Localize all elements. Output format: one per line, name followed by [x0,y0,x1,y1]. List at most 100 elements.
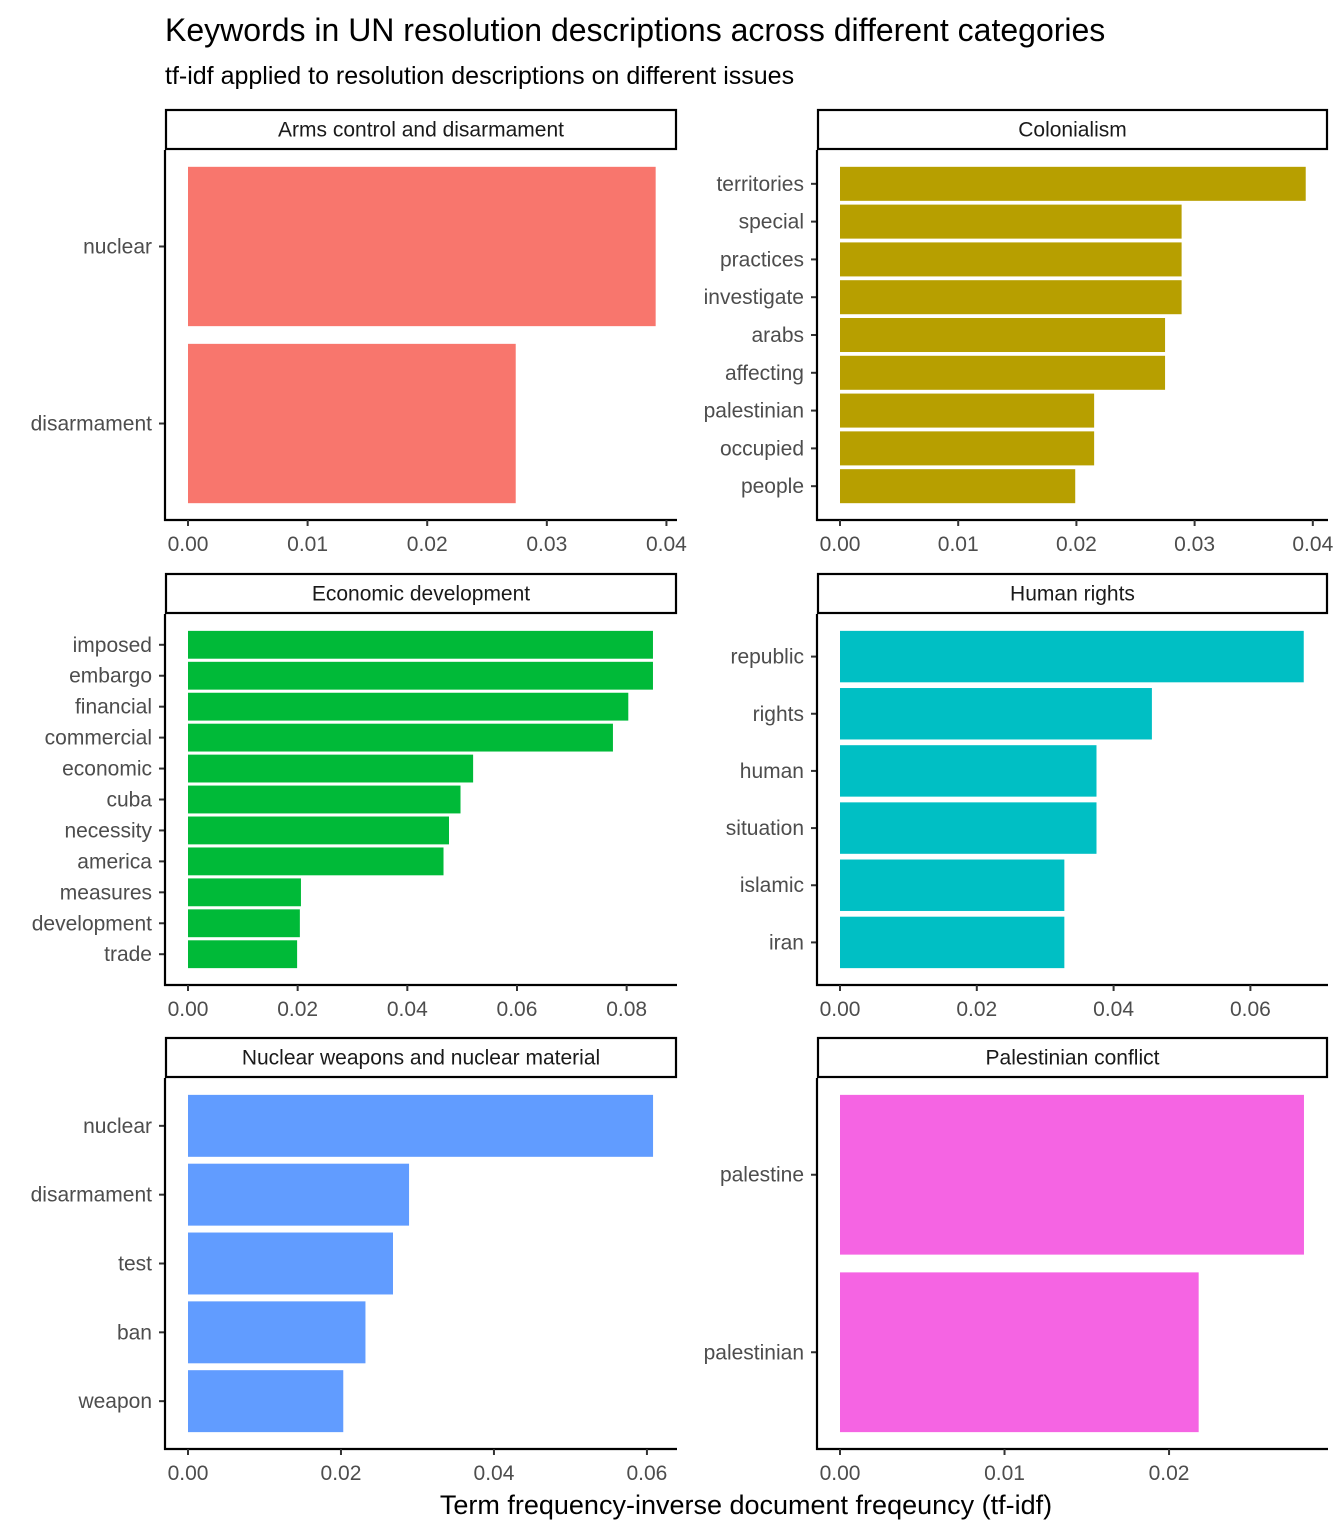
panel-colonialism: Colonialism territories special practices in… [704,108,1334,556]
bar-arabs [840,317,1166,353]
x-tick-label: 0.00 [820,1462,861,1485]
y-tick-label-development: development [32,912,152,935]
facet-strip [164,572,678,615]
bar-financial [188,692,629,721]
y-tick-label-nuclear: nuclear [83,235,152,258]
bar-occupied [840,431,1095,466]
bar-disarmament [188,1163,410,1226]
facet-strip-label: Economic development [312,583,530,606]
x-tick-label: 0.00 [820,998,861,1021]
x-tick-label: 0.04 [1093,998,1134,1021]
bar-weapon [188,1370,344,1433]
bar-imposed [188,630,653,659]
x-tick-label: 0.00 [168,533,209,556]
x-tick-label: 0.02 [321,1462,362,1485]
bar-palestine [840,1094,1304,1255]
y-tick-label-disarmament: disarmament [31,1184,153,1207]
facet-strip [816,1036,1329,1079]
bar-development [188,909,300,938]
y-tick-label-arabs: arabs [751,324,804,347]
y-tick-label-commercial: commercial [45,727,152,750]
bar-ban [188,1301,366,1364]
panel-human-rights: Human rights republic rights human situation… [726,572,1329,1021]
y-tick-label-situation: situation [726,817,804,840]
facet-strip-label: Palestinian conflict [986,1047,1160,1070]
chart-subtitle: tf-idf applied to resolution description… [165,62,794,90]
bar-palestinian [840,1272,1199,1433]
y-tick-label-people: people [741,475,804,498]
y-tick-label-territories: territories [716,173,804,196]
y-tick-label-measures: measures [60,881,152,904]
y-tick-label-embargo: embargo [69,665,152,688]
bar-affecting [840,355,1166,390]
bar-necessity [188,816,449,845]
y-tick-label-necessity: necessity [64,819,152,842]
x-tick-label: 0.00 [820,533,861,556]
y-tick-label-economic: economic [62,758,152,781]
bar-economic [188,754,474,783]
x-tick-label: 0.06 [497,998,538,1021]
y-tick-label-investigate: investigate [704,286,804,309]
x-tick-label: 0.06 [1230,998,1271,1021]
bar-trade [188,940,298,969]
panel-economic-development: Economic development imposed embargo financ… [32,572,678,1021]
bar-investigate [840,280,1182,315]
y-tick-label-palestinian: palestinian [704,1341,804,1364]
y-tick-label-republic: republic [730,646,804,669]
y-tick-label-iran: iran [769,931,804,954]
bar-embargo [188,661,653,690]
bar-palestinian [840,393,1095,428]
facet-strip-label: Arms control and disarmament [278,119,564,142]
facet-strip [816,108,1329,151]
bar-test [188,1232,393,1295]
y-tick-label-america: america [77,850,152,873]
y-tick-label-disarmament: disarmament [31,413,153,436]
y-tick-label-test: test [118,1253,152,1276]
bar-cuba [188,785,461,814]
bar-rights [840,688,1152,740]
x-tick-label: 0.03 [1174,533,1215,556]
x-tick-label: 0.06 [626,1462,667,1485]
bar-special [840,204,1182,239]
y-tick-label-ban: ban [117,1321,152,1344]
bar-situation [840,802,1097,854]
panel-arms-control-and-disarmament: Arms control and disarmament nuclear disar… [31,108,687,556]
x-tick-label: 0.02 [277,998,318,1021]
facet-strip [164,108,678,151]
x-tick-label: 0.01 [984,1462,1025,1485]
facet-strip-label: Colonialism [1018,119,1127,142]
x-tick-label: 0.08 [606,998,647,1021]
x-tick-label: 0.03 [526,533,567,556]
y-tick-label-weapon: weapon [77,1390,152,1413]
bar-territories [840,166,1306,201]
y-tick-label-practices: practices [720,248,804,271]
y-tick-label-nuclear: nuclear [83,1115,152,1138]
x-tick-label: 0.04 [646,533,687,556]
bar-disarmament [188,343,516,504]
x-tick-label: 0.01 [938,533,979,556]
panel-nuclear-weapons-and-nuclear-material: Nuclear weapons and nuclear material nucl… [31,1036,678,1485]
x-tick-label: 0.02 [1056,533,1097,556]
x-tick-label: 0.02 [1149,1462,1190,1485]
facet-strip-label: Human rights [1010,583,1135,606]
y-tick-label-human: human [740,760,804,783]
bar-people [840,469,1076,504]
x-tick-label: 0.00 [168,998,209,1021]
bar-islamic [840,859,1065,911]
bar-america [188,847,444,876]
bar-iran [840,916,1065,969]
x-tick-label: 0.02 [407,533,448,556]
bar-measures [188,878,301,907]
facet-strip [816,572,1329,615]
x-tick-label: 0.02 [956,998,997,1021]
y-tick-label-trade: trade [104,943,152,966]
x-tick-label: 0.00 [168,1462,209,1485]
bar-practices [840,242,1182,277]
bar-nuclear [188,1094,654,1157]
y-tick-label-islamic: islamic [740,874,804,897]
y-tick-label-imposed: imposed [73,634,152,657]
bar-republic [840,630,1304,683]
x-tick-label: 0.04 [474,1462,515,1485]
